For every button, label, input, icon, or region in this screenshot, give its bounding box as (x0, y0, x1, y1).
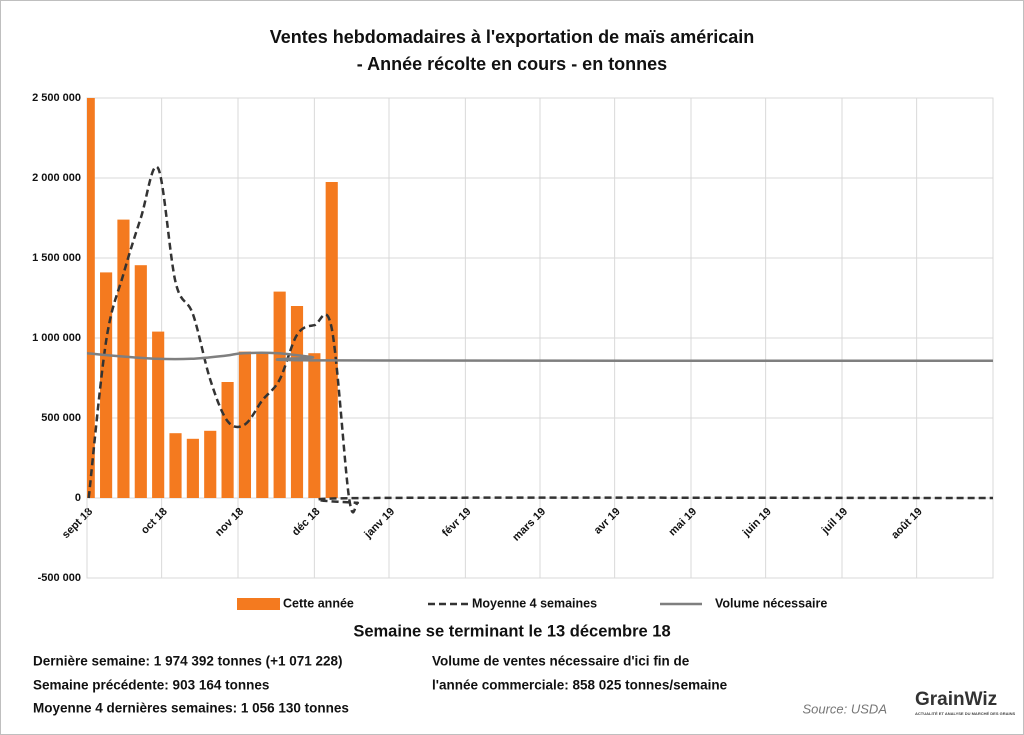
annotation: Semaine précédente: 903 164 tonnes (33, 678, 269, 693)
series-layer (87, 98, 993, 514)
annotation: Dernière semaine: 1 974 392 tonnes (+1 0… (33, 654, 343, 669)
bar (117, 219, 130, 498)
bar (152, 331, 165, 498)
legend-swatch (237, 598, 280, 610)
bar (134, 265, 147, 498)
legend-label: Cette année (283, 596, 354, 610)
logo: GrainWiz (915, 689, 997, 710)
logo-tagline: ACTUALITÉ ET ANALYSE DU MARCHÉ DES GRAIN… (915, 711, 1015, 716)
chart-title: Ventes hebdomadaires à l'exportation de … (270, 27, 754, 47)
legend-label: Moyenne 4 semaines (472, 596, 597, 610)
y-tick-label: -500 000 (38, 572, 81, 584)
line (87, 351, 993, 363)
bar (100, 272, 113, 498)
bar (325, 182, 338, 498)
annotation: Volume de ventes nécessaire d'ici fin de (432, 654, 690, 669)
bar (256, 354, 269, 498)
y-tick-label: 1 500 000 (32, 252, 81, 264)
source: Source: USDA (802, 701, 887, 716)
bar (273, 291, 286, 498)
line (87, 165, 993, 514)
chart-title-2: - Année récolte en cours - en tonnes (357, 54, 667, 74)
bar (221, 382, 234, 498)
bar (186, 438, 199, 498)
legend-label: Volume nécessaire (715, 596, 827, 610)
subtitle: Semaine se terminant le 13 décembre 18 (353, 622, 670, 640)
bar (308, 353, 321, 498)
bar (87, 98, 95, 498)
bar (169, 433, 182, 498)
y-tick-label: 2 500 000 (32, 92, 81, 104)
annotation: Moyenne 4 dernières semaines: 1 056 130 … (33, 701, 349, 716)
y-tick-label: 2 000 000 (32, 172, 81, 184)
y-tick-label: 500 000 (41, 412, 81, 424)
y-tick-label: 0 (75, 492, 81, 504)
annotation: l'année commerciale: 858 025 tonnes/sema… (432, 678, 728, 693)
bar (204, 430, 217, 498)
y-tick-label: 1 000 000 (32, 332, 81, 344)
